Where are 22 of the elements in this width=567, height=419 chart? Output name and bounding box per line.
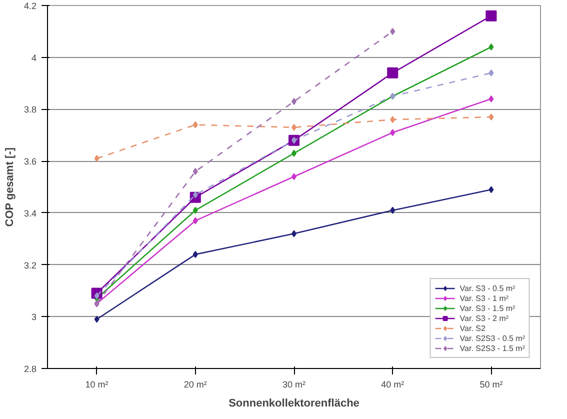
y-tick-label: 3.6 xyxy=(24,156,37,167)
legend-label: Var. S3 - 2 m² xyxy=(460,313,509,323)
y-tick-label: 2.8 xyxy=(24,364,37,374)
x-axis-title: Sonnenkollektorenfläche xyxy=(228,398,360,410)
legend-label: Var. S3 - 0.5 m² xyxy=(460,283,516,293)
legend-label: Var. S2 xyxy=(460,323,486,333)
y-tick-label: 4.2 xyxy=(24,1,37,11)
x-tick-label: 10 m² xyxy=(85,380,108,390)
x-tick-label: 20 m² xyxy=(184,380,207,390)
legend-label: Var. S3 - 1 m² xyxy=(460,293,509,303)
legend-label: Var. S2S3 - 0.5 m² xyxy=(460,333,525,343)
legend-label: Var. S3 - 1.5 m² xyxy=(460,303,516,313)
x-tick-label: 50 m² xyxy=(480,380,503,390)
y-tick-label: 3 xyxy=(31,312,37,322)
x-tick-label: 40 m² xyxy=(381,380,404,390)
y-axis-title: COP gesamt [-] xyxy=(4,147,16,227)
y-tick-label: 3.2 xyxy=(24,260,37,270)
y-tick-label: 4 xyxy=(31,52,37,63)
legend-label: Var. S2S3 - 1.5 m² xyxy=(460,343,525,353)
y-tick-label: 3.4 xyxy=(24,208,37,218)
y-tick-label: 3.8 xyxy=(24,104,37,115)
x-tick-label: 30 m² xyxy=(282,380,306,390)
